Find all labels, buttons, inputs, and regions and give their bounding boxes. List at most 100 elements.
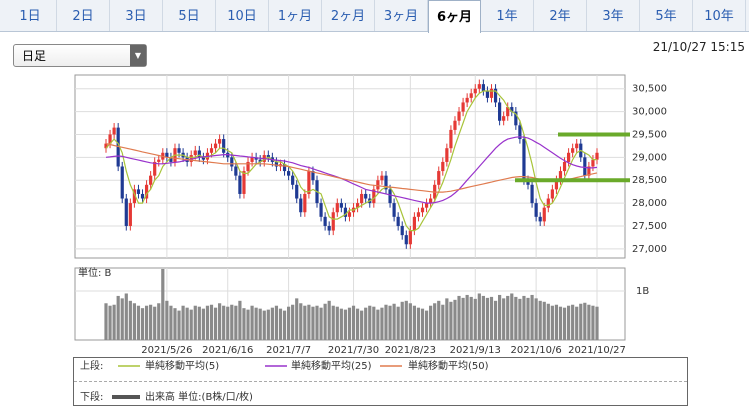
period-tab[interactable]: 2日 bbox=[57, 0, 110, 31]
candle-body bbox=[319, 203, 323, 217]
period-tab[interactable]: 6ヶ月 bbox=[428, 0, 481, 33]
candle-body bbox=[213, 143, 218, 149]
period-tabs: 1日 2日 3日 5日 10日 1ヶ月 2ヶ月 3ヶ月 6ヶ月 1年 2年 3年 5年 10年 bbox=[0, 0, 749, 33]
volume-bar bbox=[477, 293, 481, 340]
volume-bar bbox=[335, 306, 339, 340]
candle-body bbox=[287, 171, 291, 176]
period-tab[interactable]: 5年 bbox=[640, 0, 693, 31]
x-tick-label: 2021/7/7 bbox=[266, 345, 311, 356]
candle-body bbox=[368, 198, 372, 204]
volume-bar bbox=[339, 308, 343, 340]
volume-bar bbox=[355, 308, 360, 340]
candle-body bbox=[246, 161, 250, 172]
candle-body bbox=[161, 152, 165, 160]
candle-body bbox=[477, 84, 481, 89]
candle-body bbox=[522, 139, 526, 181]
candle-body bbox=[303, 193, 307, 213]
volume-bar bbox=[587, 304, 591, 340]
candle-body bbox=[445, 148, 449, 162]
volume-bar bbox=[181, 305, 185, 340]
volume-bar bbox=[254, 307, 258, 340]
volume-bar bbox=[193, 305, 197, 340]
volume-bar bbox=[128, 300, 132, 340]
volume-panel bbox=[74, 267, 626, 341]
volume-bar bbox=[282, 310, 287, 340]
period-tab[interactable]: 10日 bbox=[216, 0, 269, 31]
candle-body bbox=[153, 161, 157, 176]
volume-bar bbox=[493, 300, 498, 340]
period-tab[interactable]: 10年 bbox=[693, 0, 746, 31]
volume-bar bbox=[311, 306, 315, 340]
y-tick-label: 30,500 bbox=[632, 84, 667, 95]
volume-bar bbox=[343, 309, 348, 340]
volume-bar bbox=[303, 305, 307, 340]
volume-bar bbox=[319, 307, 323, 340]
candle-body bbox=[185, 157, 189, 162]
volume-bar bbox=[534, 298, 538, 340]
price-panel bbox=[74, 74, 626, 259]
volume-bar bbox=[116, 295, 120, 340]
y-tick-label: 27,500 bbox=[632, 221, 667, 232]
period-tab[interactable]: 3ヶ月 bbox=[375, 0, 428, 31]
period-tab[interactable]: 3日 bbox=[110, 0, 163, 31]
volume-bar bbox=[481, 295, 485, 340]
volume-bar bbox=[149, 304, 153, 340]
period-tab[interactable]: 1年 bbox=[481, 0, 534, 31]
candle-body bbox=[372, 189, 376, 204]
volume-bar bbox=[262, 310, 266, 340]
volume-bar bbox=[209, 304, 214, 340]
volume-bar bbox=[295, 298, 299, 340]
candle-body bbox=[258, 159, 262, 162]
y-tick-label: 29,500 bbox=[632, 129, 667, 140]
candle-body bbox=[295, 184, 299, 199]
volume-bar bbox=[392, 303, 396, 340]
volume-bar bbox=[323, 303, 327, 340]
volume-bar bbox=[161, 268, 165, 340]
volume-bar bbox=[234, 305, 238, 340]
volume-bar bbox=[571, 304, 575, 340]
volume-bar bbox=[136, 305, 141, 340]
period-tab[interactable]: 2ヶ月 bbox=[322, 0, 375, 31]
candle-body bbox=[104, 143, 108, 149]
candle-body bbox=[514, 111, 518, 126]
volume-bar bbox=[120, 298, 124, 340]
x-tick-label: 2021/8/23 bbox=[385, 345, 436, 356]
period-tab[interactable]: 1日 bbox=[4, 0, 57, 31]
candle-body bbox=[530, 184, 534, 204]
volume-bar bbox=[445, 298, 449, 340]
x-tick-label: 2021/7/30 bbox=[328, 345, 379, 356]
volume-bar bbox=[583, 302, 587, 340]
volume-bar bbox=[489, 296, 494, 340]
legend-label: 単純移動平均(25) bbox=[291, 359, 372, 372]
volume-bar bbox=[104, 303, 108, 340]
candle-body bbox=[506, 107, 510, 117]
x-tick-label: 2021/9/13 bbox=[450, 345, 501, 356]
volume-bar bbox=[420, 308, 425, 340]
volume-bar bbox=[226, 306, 230, 340]
candle-body bbox=[554, 180, 559, 190]
candle-body bbox=[579, 143, 583, 158]
period-tab[interactable]: 2年 bbox=[534, 0, 587, 31]
period-tab[interactable]: 1ヶ月 bbox=[269, 0, 322, 31]
candle-body bbox=[376, 180, 380, 190]
period-tab[interactable]: 3年 bbox=[587, 0, 640, 31]
candle-body bbox=[546, 198, 550, 208]
volume-bar bbox=[526, 297, 530, 340]
volume-bar bbox=[465, 294, 469, 340]
candle-body bbox=[120, 166, 124, 199]
volume-bar bbox=[550, 305, 554, 340]
volume-unit: 単位: B bbox=[78, 266, 112, 279]
volume-bar bbox=[376, 309, 380, 340]
period-tab[interactable]: 5日 bbox=[163, 0, 216, 31]
volume-bar bbox=[546, 303, 550, 340]
volume-bar bbox=[473, 298, 477, 340]
candle-body bbox=[189, 155, 193, 162]
period-select[interactable]: 日足 ▼ bbox=[13, 44, 147, 67]
volume-bar bbox=[327, 300, 331, 340]
volume-bar bbox=[144, 305, 149, 340]
volume-bar bbox=[153, 306, 157, 340]
volume-bar bbox=[112, 304, 116, 340]
candle-body bbox=[591, 159, 595, 167]
volume-bar bbox=[502, 298, 506, 340]
